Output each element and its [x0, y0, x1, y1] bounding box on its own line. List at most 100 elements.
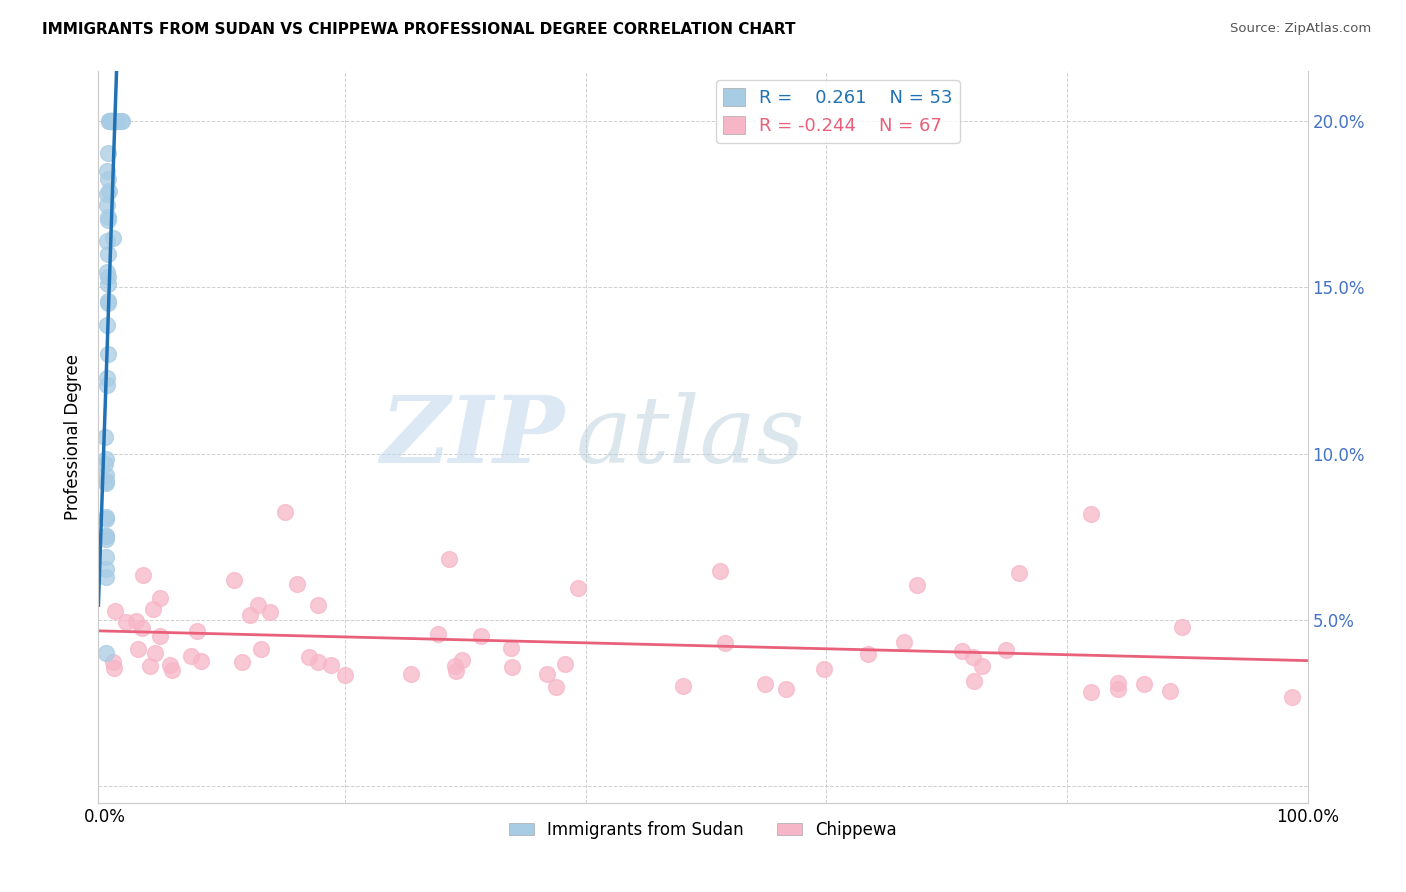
Point: [162, 663, 184, 677]
Point: [94, 510, 117, 524]
Point: [94, 512, 117, 526]
Point: [94, 529, 117, 543]
Point: [103, 114, 125, 128]
Point: [186, 624, 208, 639]
Point: [567, 582, 589, 596]
Point: [893, 635, 915, 649]
Point: [111, 114, 134, 128]
Point: [1107, 681, 1129, 696]
Point: [450, 652, 472, 666]
Point: [443, 659, 465, 673]
Point: [1171, 620, 1194, 634]
Text: atlas: atlas: [576, 392, 806, 482]
Point: [1159, 684, 1181, 698]
Point: [132, 568, 155, 582]
Point: [94, 430, 117, 444]
Point: [94, 529, 117, 543]
Point: [963, 674, 986, 689]
Point: [94, 646, 117, 660]
Point: [190, 654, 212, 668]
Point: [97, 269, 120, 284]
Point: [250, 642, 273, 657]
Point: [672, 679, 695, 693]
Point: [444, 665, 467, 679]
Point: [127, 641, 149, 656]
Point: [544, 680, 567, 694]
Point: [713, 635, 735, 649]
Point: [180, 649, 202, 664]
Point: [94, 467, 117, 482]
Point: [96, 549, 118, 564]
Point: [104, 604, 127, 618]
Point: [142, 602, 165, 616]
Point: [97, 172, 120, 186]
Legend: Immigrants from Sudan, Chippewa: Immigrants from Sudan, Chippewa: [502, 814, 904, 846]
Point: [96, 532, 118, 546]
Text: ZIP: ZIP: [380, 392, 564, 482]
Point: [143, 647, 166, 661]
Point: [96, 378, 118, 392]
Point: [501, 640, 523, 655]
Point: [273, 505, 295, 519]
Point: [94, 562, 117, 576]
Point: [100, 114, 122, 128]
Point: [96, 475, 118, 490]
Point: [139, 659, 162, 673]
Point: [114, 615, 136, 630]
Point: [439, 552, 461, 566]
Point: [104, 114, 127, 128]
Point: [96, 452, 118, 467]
Point: [962, 649, 984, 664]
Point: [105, 114, 128, 128]
Point: [239, 607, 262, 622]
Point: [501, 660, 523, 674]
Point: [105, 114, 128, 128]
Point: [103, 114, 125, 128]
Point: [536, 667, 558, 681]
Point: [1080, 507, 1102, 521]
Point: [96, 265, 118, 279]
Point: [97, 347, 120, 361]
Point: [96, 187, 118, 202]
Point: [427, 626, 450, 640]
Point: [97, 211, 120, 225]
Point: [813, 662, 835, 676]
Point: [159, 658, 181, 673]
Point: [100, 114, 122, 128]
Point: [285, 576, 308, 591]
Point: [709, 564, 731, 578]
Point: [1107, 676, 1129, 690]
Point: [124, 614, 146, 628]
Point: [104, 114, 127, 128]
Point: [149, 629, 172, 643]
Point: [1008, 566, 1031, 580]
Point: [319, 657, 342, 672]
Y-axis label: Professional Degree: Professional Degree: [65, 354, 83, 520]
Point: [554, 657, 576, 672]
Point: [98, 114, 121, 128]
Point: [1281, 690, 1303, 704]
Point: [97, 277, 120, 292]
Point: [96, 293, 118, 308]
Point: [96, 371, 118, 385]
Point: [1132, 676, 1154, 690]
Point: [104, 114, 127, 128]
Point: [97, 247, 120, 261]
Point: [224, 573, 246, 587]
Point: [754, 677, 776, 691]
Point: [101, 230, 124, 244]
Point: [96, 318, 118, 332]
Point: [98, 114, 121, 128]
Point: [100, 114, 122, 128]
Point: [98, 114, 121, 128]
Point: [100, 114, 122, 128]
Point: [98, 184, 121, 198]
Point: [96, 235, 118, 249]
Point: [131, 621, 153, 635]
Point: [950, 644, 973, 658]
Point: [96, 198, 118, 212]
Point: [97, 145, 120, 160]
Point: [101, 655, 124, 669]
Point: [96, 295, 118, 310]
Point: [110, 114, 132, 128]
